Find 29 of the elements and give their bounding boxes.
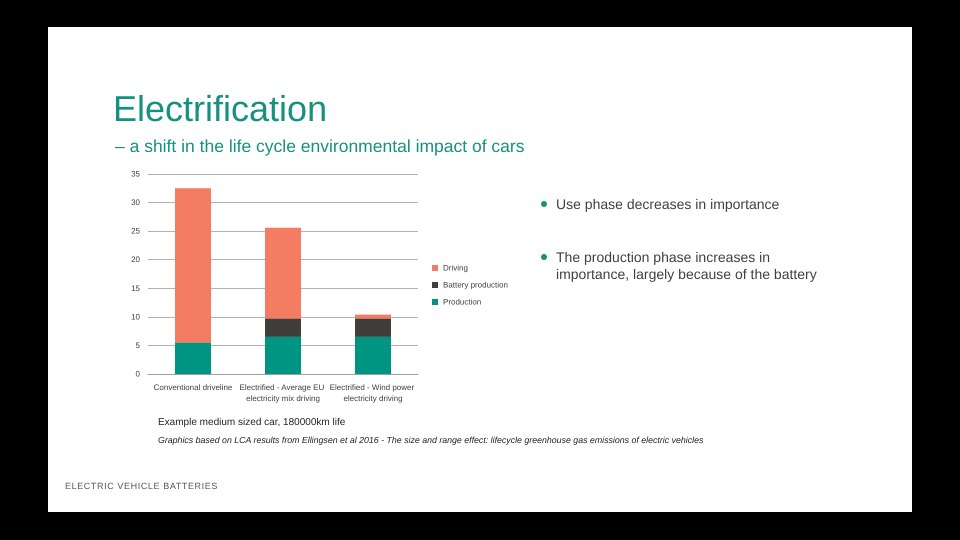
bar xyxy=(265,336,301,374)
y-tick-label: 35 xyxy=(131,170,141,178)
y-tick-label: 20 xyxy=(131,255,141,264)
legend-label: Driving xyxy=(443,264,468,272)
y-tick-label: 15 xyxy=(131,284,141,293)
bar xyxy=(355,318,391,337)
y-tick-label: 0 xyxy=(136,370,141,378)
text: Example medium sized car, 180000km life xyxy=(158,417,346,428)
legend-label: Production xyxy=(443,298,482,306)
bar xyxy=(175,188,211,343)
x-tick-label: Electrified - Average EU electricity mix driving xyxy=(239,383,327,403)
bar xyxy=(265,318,301,337)
bar xyxy=(355,314,391,319)
x-tick-label: Electrified - Wind power electricity driving xyxy=(330,383,416,403)
chart-subtitle: – a shift in the life cycle environmental impact of cars xyxy=(115,136,524,157)
y-tick-label: 5 xyxy=(136,340,141,350)
y-tick-label: 25 xyxy=(131,226,141,236)
bar xyxy=(355,336,391,374)
legend-label: Battery production xyxy=(443,280,508,290)
text: The production phase increases in importance, largely because of the battery xyxy=(540,249,840,283)
text: Use phase decreases in importance xyxy=(540,196,840,213)
text: Graphics based on LCA results from Ellingsen et al 2016 - The size and range effect: lifecycle greenhouse gas emissions of electric vehicles xyxy=(158,435,704,445)
y-tick-label: 30 xyxy=(131,198,141,208)
bar xyxy=(265,228,301,319)
y-tick-label: 10 xyxy=(131,312,141,322)
bar xyxy=(175,342,211,374)
text: ELECTRIC VEHICLE BATTERIES xyxy=(65,481,218,491)
chart-title: Electrification xyxy=(113,88,328,129)
x-tick-label: Conventional driveline xyxy=(154,383,233,392)
